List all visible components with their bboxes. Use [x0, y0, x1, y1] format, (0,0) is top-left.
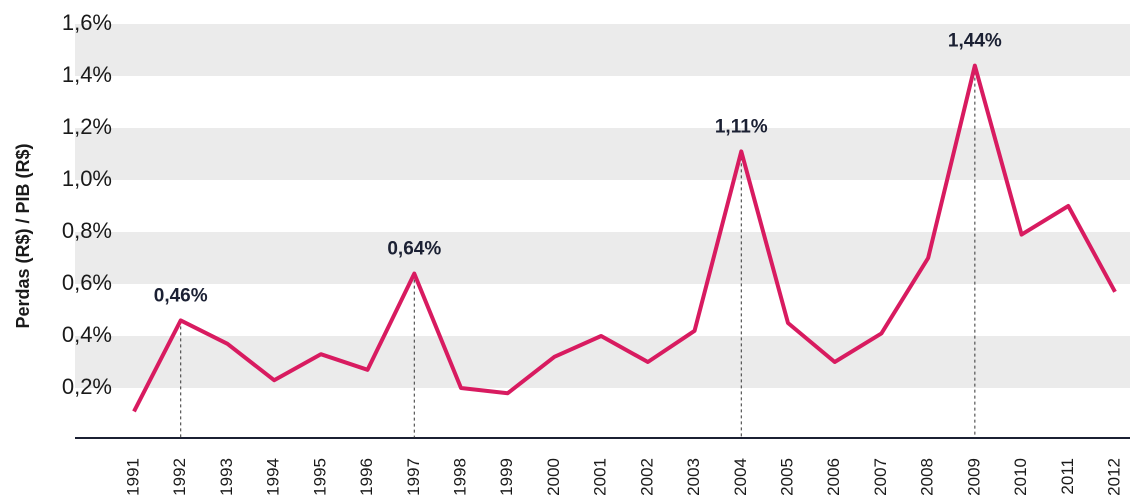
grid-band: [75, 232, 1130, 284]
x-tick-label: 1995: [310, 458, 329, 496]
x-tick-label: 2001: [591, 458, 610, 496]
grid-band: [75, 128, 1130, 180]
x-tick-label: 2000: [544, 458, 563, 496]
x-tick-label: 2004: [731, 458, 750, 496]
x-tick-label: 1999: [497, 458, 516, 496]
y-tick-label: 0,2%: [62, 374, 112, 399]
value-label: 1,44%: [948, 31, 1002, 52]
y-tick-label: 0,6%: [62, 270, 112, 295]
y-tick-label: 0,8%: [62, 218, 112, 243]
x-tick-label: 1993: [217, 458, 236, 496]
grid-band: [75, 336, 1130, 388]
x-tick-label: 2011: [1058, 458, 1077, 495]
value-label: 0,64%: [387, 239, 441, 260]
data-line: [132, 63, 1117, 413]
x-tick-label: 1997: [404, 458, 423, 496]
x-tick-label: 2005: [777, 458, 796, 496]
x-tick-label: 1991: [123, 458, 142, 496]
x-tick-label: 2008: [918, 458, 937, 496]
x-tick-label: 2002: [637, 458, 656, 496]
y-axis-title: Perdas (R$) / PIB (R$): [13, 143, 33, 328]
y-tick-label: 1,0%: [62, 166, 112, 191]
x-tick-label: 1996: [357, 458, 376, 496]
x-tick-label: 2010: [1011, 458, 1030, 496]
x-tick-label: 2007: [871, 458, 890, 496]
value-label: 1,11%: [715, 116, 768, 137]
y-tick-label: 0,4%: [62, 322, 112, 347]
y-tick-label: 1,2%: [62, 114, 112, 139]
x-tick-label: 2003: [684, 458, 703, 496]
x-tick-label: 2006: [824, 458, 843, 496]
grid-band: [75, 24, 1130, 76]
x-tick-label: 1994: [264, 458, 283, 496]
y-tick-label: 1,6%: [62, 10, 112, 35]
y-tick-label: 1,4%: [62, 62, 112, 87]
x-tick-label: 1998: [450, 458, 469, 496]
x-tick-label: 2009: [964, 458, 983, 496]
x-tick-label: 1992: [170, 458, 189, 496]
x-tick-label: 2012: [1104, 458, 1123, 496]
value-label: 0,46%: [154, 285, 208, 306]
